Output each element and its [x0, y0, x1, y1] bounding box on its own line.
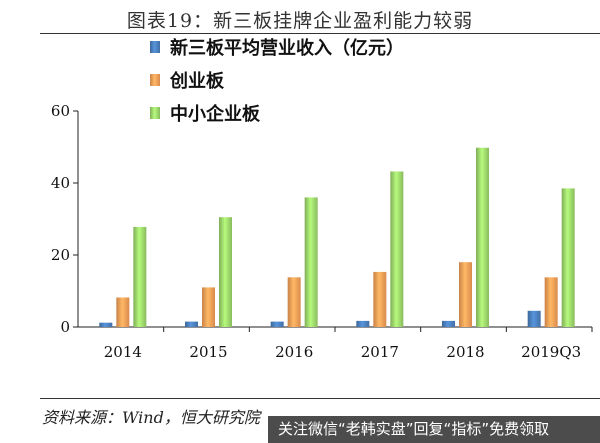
legend-label: 中小企业板 [170, 103, 261, 125]
y-tick-label: 0 [60, 318, 70, 336]
footer-divider [40, 398, 600, 399]
x-tick-label: 2015 [189, 343, 227, 361]
x-tick-label: 2018 [446, 343, 484, 361]
bar-chart: 0 20 40 60 2014 2015 2016 2017 2018 2019Q3 新三板平均营… [51, 37, 593, 361]
bars [99, 147, 575, 327]
y-tick-label: 60 [51, 102, 70, 120]
axes: 0 20 40 60 2014 2015 2016 2017 2018 2019Q3 [51, 102, 593, 361]
x-tick-label: 2017 [361, 343, 399, 361]
bar-2019q3-series-0 [527, 310, 541, 327]
bar-2016-series-2 [304, 197, 318, 327]
bar-2016-series-0 [270, 321, 284, 327]
watermark-banner: 关注微信“老韩实盘”回复“指标”免费领取 [268, 416, 600, 443]
x-tick-label: 2016 [275, 343, 313, 361]
y-tick-label: 20 [51, 246, 70, 264]
bar-2015-series-2 [219, 217, 232, 327]
legend-swatch [150, 107, 160, 119]
bar-2015-series-0 [185, 321, 198, 327]
legend-label: 新三板平均营业收入（亿元） [170, 37, 404, 59]
bar-2018-series-2 [476, 147, 489, 327]
bar-2015-series-1 [202, 287, 215, 327]
bar-2018-series-1 [459, 262, 472, 327]
bar-2016-series-1 [287, 277, 301, 327]
y-tick-label: 40 [51, 174, 70, 192]
x-tick-label: 2019Q3 [521, 343, 581, 361]
bar-2017-series-1 [373, 271, 387, 327]
bar-2017-series-0 [356, 320, 370, 327]
title-divider [40, 33, 600, 34]
legend-label: 创业板 [169, 70, 225, 92]
bar-2019q3-series-1 [544, 277, 558, 327]
legend-swatch [150, 41, 160, 53]
bar-2019q3-series-2 [561, 188, 575, 327]
bar-2018-series-0 [442, 320, 455, 327]
bar-2017-series-2 [390, 171, 404, 327]
legend-swatch [150, 74, 160, 86]
x-tick-label: 2014 [104, 343, 142, 361]
source-note: 资料来源：Wind，恒大研究院 [42, 408, 260, 427]
bar-2014-series-1 [116, 297, 130, 327]
bar-2014-series-2 [133, 226, 147, 327]
bar-2014-series-0 [99, 322, 113, 327]
chart-title: 图表19：新三板挂牌企业盈利能力较弱 [126, 10, 474, 32]
